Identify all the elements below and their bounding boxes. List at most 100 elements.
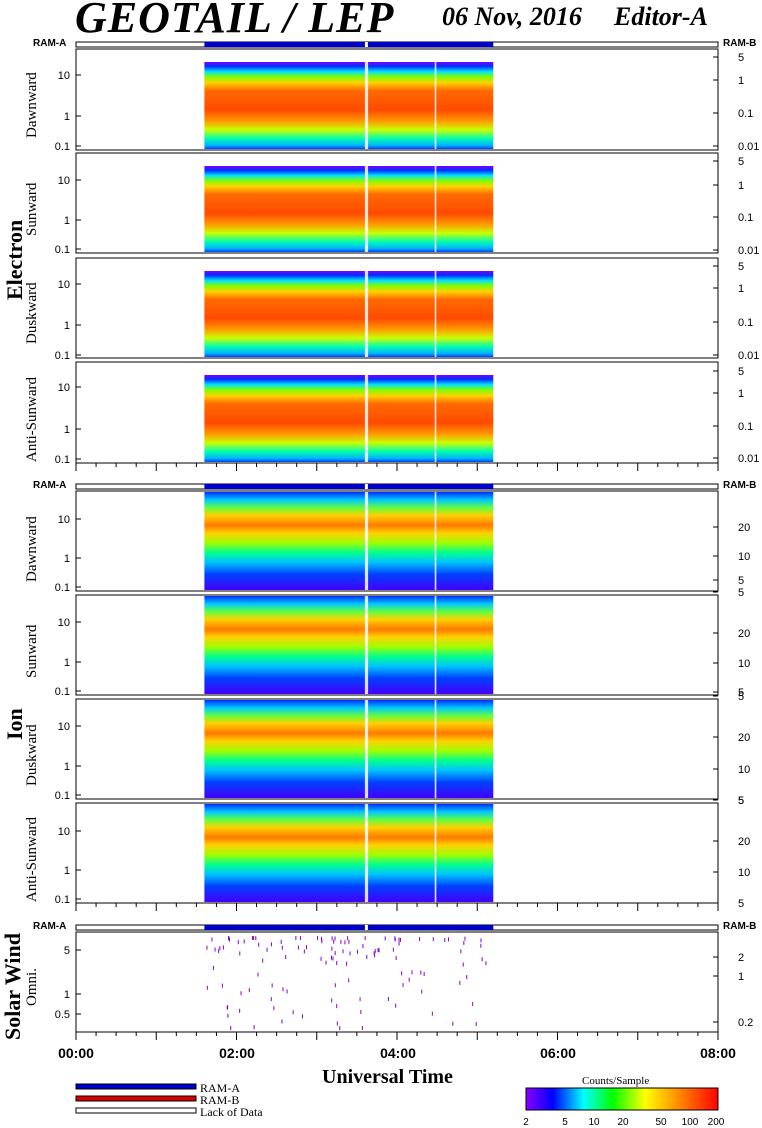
- panel-title-electron-duskward: Duskward: [24, 282, 40, 344]
- left-tick-label: 10: [58, 175, 70, 187]
- right-tick-label: 0.01: [738, 141, 759, 153]
- right-tick-label: 5: [738, 575, 744, 587]
- left-tick-label: 10: [58, 826, 70, 838]
- count-mark: [423, 972, 425, 977]
- count-mark: [331, 946, 333, 951]
- ram-gap-segment: [364, 925, 368, 930]
- right-tick-label: 1: [738, 180, 744, 192]
- data-gap: [434, 154, 437, 252]
- count-mark: [299, 936, 301, 941]
- count-mark: [361, 1025, 363, 1030]
- count-mark: [251, 936, 253, 940]
- ram-gap-segment: [364, 42, 368, 47]
- count-mark: [281, 1019, 283, 1024]
- legend-lack-swatch: [75, 1107, 197, 1114]
- data-gap: [366, 596, 369, 694]
- data-gap: [434, 492, 437, 590]
- count-mark: [348, 939, 350, 944]
- count-mark: [431, 1011, 433, 1016]
- right-tick-label: 0.2: [738, 1017, 753, 1029]
- count-mark: [420, 970, 422, 975]
- count-mark: [331, 955, 333, 960]
- right-tick-label: 0.01: [738, 453, 759, 465]
- legend-ram-a-swatch: [75, 1083, 197, 1090]
- left-tick-label: 10: [58, 279, 70, 291]
- count-mark: [281, 945, 283, 950]
- count-mark: [295, 936, 297, 941]
- left-tick-label: 0.1: [55, 350, 70, 362]
- count-mark: [480, 943, 482, 948]
- ram-a-segment: [204, 42, 494, 47]
- left-tick-label: 0.1: [55, 582, 70, 594]
- panel-title-electron-sunward: Sunward: [24, 182, 40, 236]
- count-mark: [334, 936, 336, 941]
- count-mark: [480, 938, 482, 943]
- right-tick-label: 1: [738, 388, 744, 400]
- count-mark: [459, 980, 461, 985]
- right-tick-label: 5: [738, 795, 744, 807]
- count-mark: [373, 951, 375, 956]
- data-gap: [366, 259, 369, 357]
- right-tick-label: 20: [738, 836, 750, 848]
- left-tick-label: 0.1: [55, 454, 70, 466]
- right-tick-label: 5: [738, 261, 744, 273]
- count-mark: [334, 951, 336, 956]
- right-tick-label: 1: [738, 75, 744, 87]
- right-tick-label: 0.1: [738, 108, 753, 120]
- colorbar-tick-label: 100: [681, 1117, 699, 1128]
- count-mark: [237, 940, 239, 945]
- colorbar-tick-label: 2: [523, 1117, 529, 1128]
- count-mark: [448, 937, 450, 942]
- spectrogram-data: [204, 271, 494, 357]
- count-mark: [392, 947, 394, 952]
- colorbar-tick-label: 20: [617, 1117, 629, 1128]
- right-tick-label: 5: [738, 795, 744, 807]
- count-mark: [325, 960, 327, 965]
- count-mark: [364, 936, 366, 941]
- panel-title-electron-dawnward: Dawnward: [24, 72, 40, 138]
- count-mark: [228, 936, 230, 941]
- count-mark: [481, 957, 483, 962]
- right-tick-label: 20: [738, 628, 750, 640]
- left-tick-label: 10: [58, 514, 70, 526]
- count-mark: [306, 945, 308, 950]
- count-mark: [411, 970, 413, 975]
- count-mark: [395, 955, 397, 960]
- right-tick-label: 0.1: [738, 421, 753, 433]
- right-tick-label: 20: [738, 732, 750, 744]
- x-tick-label: 04:00: [380, 1045, 416, 1061]
- page-title: GEOTAIL / LEP: [75, 0, 395, 42]
- count-mark: [395, 1003, 397, 1008]
- panel-title-electron-antisunward: Anti-Sunward: [24, 377, 40, 462]
- data-gap: [434, 700, 437, 798]
- count-mark: [452, 1021, 454, 1026]
- data-gap: [364, 804, 367, 902]
- panel-title-ion-dawnward: Dawnward: [24, 516, 40, 582]
- legend-ram-a-label: RAM-A: [200, 1081, 241, 1095]
- count-mark: [336, 1004, 338, 1009]
- count-mark: [374, 948, 376, 953]
- legend-ram-b-label: RAM-B: [200, 1093, 240, 1107]
- count-mark: [266, 947, 268, 952]
- data-gap: [364, 596, 367, 694]
- count-mark: [342, 949, 344, 954]
- colorbar-tick-label: 10: [588, 1117, 600, 1128]
- count-mark: [248, 988, 250, 993]
- count-mark: [221, 983, 223, 988]
- ram-b-label-ion: RAM-B: [723, 480, 757, 491]
- count-mark: [258, 942, 260, 947]
- count-mark: [222, 945, 224, 950]
- count-mark: [331, 998, 333, 1003]
- count-mark: [462, 962, 464, 967]
- count-mark: [211, 937, 213, 942]
- count-mark: [321, 939, 323, 944]
- spectrogram-data: [204, 804, 494, 902]
- colorbar: [525, 1087, 719, 1111]
- count-mark: [339, 1026, 341, 1031]
- count-mark: [336, 1021, 338, 1026]
- count-mark: [419, 937, 421, 942]
- left-tick-label: 1: [64, 215, 70, 227]
- data-gap: [366, 363, 369, 462]
- left-tick-label: 10: [58, 721, 70, 733]
- left-tick-label: 1: [64, 111, 70, 123]
